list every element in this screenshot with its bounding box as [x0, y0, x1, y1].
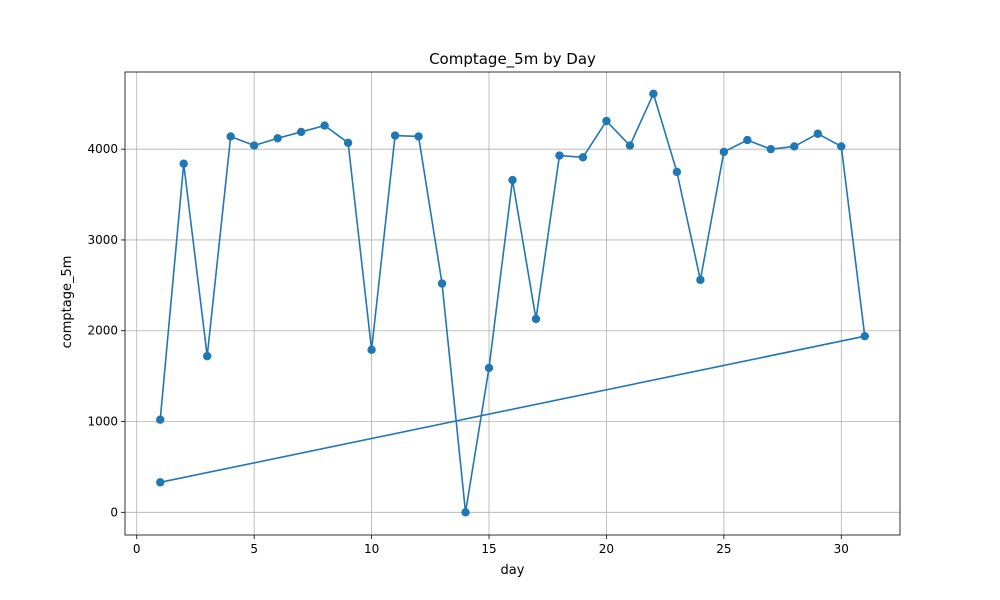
data-point — [414, 132, 423, 141]
y-tick-label: 2000 — [87, 324, 118, 338]
x-tick-label: 15 — [481, 542, 496, 556]
plot-frame — [124, 71, 901, 536]
x-tick-label: 25 — [716, 542, 731, 556]
series-layer — [156, 89, 869, 517]
y-tick-label: 1000 — [87, 415, 118, 429]
chart-title: Comptage_5m by Day — [429, 50, 596, 69]
data-point — [156, 415, 165, 424]
data-point — [461, 508, 470, 517]
data-point — [249, 141, 259, 150]
data-point — [578, 153, 588, 162]
data-point — [837, 142, 846, 151]
data-point — [296, 127, 306, 137]
data-point — [649, 89, 658, 98]
x-tick-label: 30 — [834, 542, 849, 556]
data-point — [202, 351, 212, 361]
x-tick-label: 5 — [250, 542, 258, 556]
data-point — [790, 142, 799, 151]
data-point — [766, 144, 776, 154]
data-point — [320, 121, 329, 130]
data-point — [696, 275, 705, 285]
y-tick-label: 4000 — [87, 142, 118, 156]
data-point — [367, 345, 376, 354]
data-point — [508, 175, 517, 185]
data-point — [179, 159, 188, 168]
data-point — [743, 135, 752, 145]
y-tick-label: 3000 — [87, 233, 118, 247]
data-point — [437, 279, 447, 288]
data-point — [719, 147, 729, 157]
data-point — [555, 151, 564, 160]
data-point — [226, 132, 235, 141]
data-point — [390, 131, 400, 140]
ticks: 0 5 10 15 20 25 30 0 1000 2000 3000 4000 — [87, 142, 848, 556]
data-point — [156, 478, 165, 487]
x-tick-label: 20 — [599, 542, 614, 556]
data-point — [813, 129, 823, 138]
data-point — [531, 314, 541, 324]
data-point — [625, 141, 635, 150]
x-tick-label: 10 — [364, 542, 379, 556]
data-point — [273, 134, 282, 143]
data-point — [602, 116, 611, 126]
data-point — [343, 138, 353, 148]
data-point — [672, 167, 682, 177]
data-point — [484, 363, 494, 373]
data-point — [860, 331, 869, 341]
y-tick-label: 0 — [110, 505, 118, 519]
x-axis-label: day — [501, 563, 525, 578]
x-tick-label: 0 — [133, 542, 141, 556]
y-axis-label: comptage_5m — [60, 256, 75, 349]
